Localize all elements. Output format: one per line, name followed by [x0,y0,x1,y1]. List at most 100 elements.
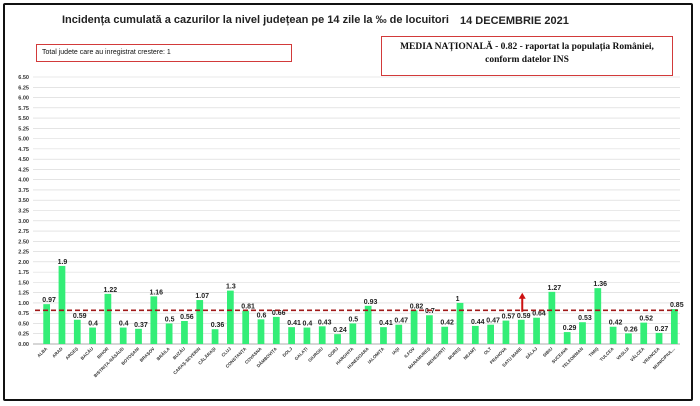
y-tick-label: 5.00 [18,137,29,143]
bar [533,317,540,344]
bar [625,333,632,344]
bar [119,327,127,344]
bar [181,320,188,344]
bar [272,316,280,344]
bar [670,309,678,344]
y-tick-label: 3.50 [18,198,29,204]
bar [640,322,648,344]
data-label: 1 [456,296,460,303]
data-label: 0.5 [165,316,175,323]
bar [579,322,586,344]
y-tick-label: 1.75 [18,270,29,276]
bar [502,320,510,344]
data-label: 0.66 [272,310,286,317]
data-label: 0.26 [624,326,638,333]
category-label: VASLUI [615,346,630,361]
category-label: BRAȘOV [139,346,156,363]
bar [655,332,663,344]
bar [609,326,617,344]
bar [364,305,372,344]
category-label: ILFOV [403,346,416,359]
category-label: ALBA [36,346,49,359]
category-label: BUZĂU [172,346,186,360]
data-label: 1.9 [58,259,68,266]
chart-title: Incidența cumulată a cazurilor la nivel … [62,14,449,26]
category-label: MUREȘ [447,346,462,361]
data-label: 0.47 [394,318,408,325]
data-label: 0.82 [410,303,424,310]
bar [318,326,326,344]
category-label: DOLJ [281,346,293,358]
y-tick-label: 2.25 [18,250,29,256]
national-average-line2: conform datelor INS [485,55,569,65]
data-label: 0.64 [532,311,546,318]
category-label: BACĂU [80,346,95,361]
data-label: 0.52 [639,316,653,323]
y-tick-label: 1.00 [18,301,29,307]
category-label: CARAȘ-SEVERIN [172,346,201,375]
data-label: 1.22 [104,287,118,294]
y-tick-label: 2.50 [18,239,29,245]
category-label: SIBIU [542,346,554,358]
bar [58,265,66,344]
bar [334,334,341,344]
bar [211,329,219,344]
y-tick-label: 3.00 [18,219,29,225]
bar [227,290,234,344]
category-label: SĂLAJ [525,346,539,360]
y-tick-label: 5.25 [18,126,29,132]
y-tick-label: 0.00 [18,342,29,348]
category-label: ARGEȘ [64,346,79,361]
report-date: 14 DECEMBRIE 2021 [460,15,569,27]
bar [594,288,602,344]
data-label: 0.56 [180,314,194,321]
bar [257,319,265,344]
y-tick-label: 2.00 [18,260,29,266]
data-label: 0.7 [425,308,435,315]
category-label: OLT [483,346,493,356]
data-label: 0.6 [257,312,267,319]
y-tick-label: 6.00 [18,96,29,102]
increase-arrow-icon [518,292,526,299]
data-label: 0.97 [42,297,56,304]
national-average-note: MEDIA NAȚIONALĂ - 0.82 - raportat la pop… [381,36,673,76]
data-label: 0.41 [287,320,301,327]
data-label: 0.42 [440,320,454,327]
y-tick-label: 0.75 [18,311,29,317]
bar [73,319,81,344]
bar [196,300,204,344]
chart-frame [3,3,693,401]
category-label: IAȘI [391,346,401,356]
data-label: 0.53 [578,315,592,322]
category-label: GIURGIU [307,346,324,363]
y-tick-label: 6.25 [18,85,29,91]
y-tick-label: 1.50 [18,280,29,286]
y-tick-label: 0.25 [18,332,29,338]
y-tick-label: 4.25 [18,167,29,173]
bar [135,328,142,344]
y-tick-label: 4.50 [18,157,29,163]
bar [380,327,387,344]
bar [150,296,158,344]
category-label: BIHOR [96,346,110,360]
national-average-line1: MEDIA NAȚIONALĂ - 0.82 - raportat la pop… [400,42,654,52]
bar [548,291,556,344]
data-label: 1.27 [548,285,562,292]
y-tick-label: 2.75 [18,229,29,235]
data-label: 1.07 [195,293,209,300]
bar [487,324,494,344]
y-tick-label: 4.75 [18,147,29,153]
data-label: 0.5 [348,316,358,323]
data-label: 0.59 [517,313,531,320]
y-tick-label: 6.50 [18,75,29,81]
data-label: 0.37 [134,322,148,329]
bar [89,327,96,344]
bar [43,304,51,344]
category-label: NEAMȚ [462,346,477,361]
bar [563,332,571,344]
data-label: 0.43 [318,319,332,326]
bar [165,323,173,344]
y-tick-label: 5.50 [18,116,29,122]
bar [456,302,464,344]
